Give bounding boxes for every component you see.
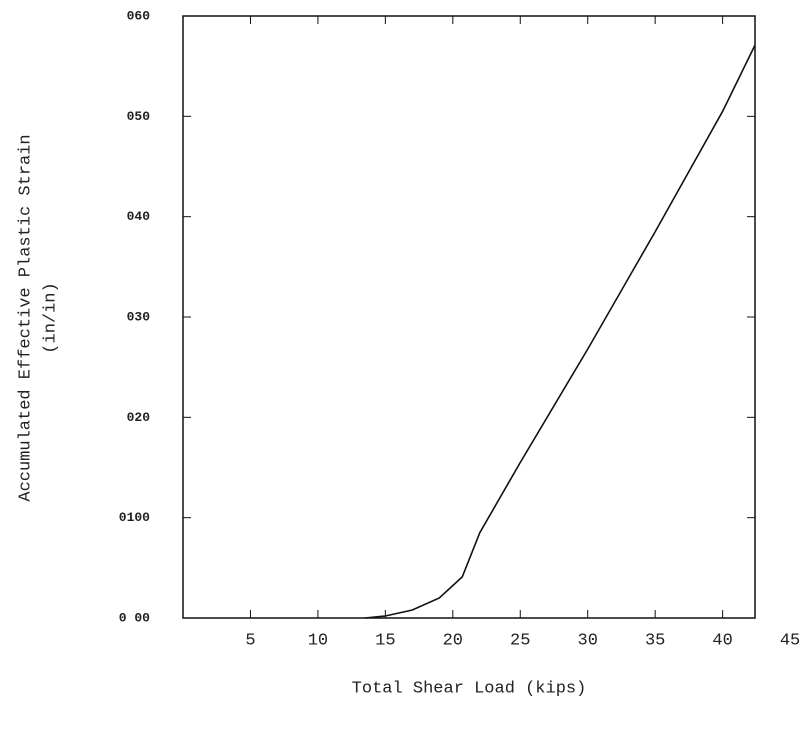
y-axis-label: Accumulated Effective Plastic Strain [16, 134, 35, 501]
x-tick-label: 40 [712, 631, 732, 650]
y-tick-label: 0 00 [119, 610, 150, 625]
x-tick-label: 15 [375, 631, 395, 650]
y-tick-label: 030 [127, 309, 151, 324]
x-tick-label: 30 [578, 631, 598, 650]
x-tick-label: 25 [510, 631, 530, 650]
y-tick-label: 050 [127, 109, 151, 124]
x-tick-label: 45 [780, 631, 800, 650]
x-tick-label: 5 [245, 631, 255, 650]
x-axis-label: Total Shear Load (kips) [352, 679, 587, 698]
y-tick-label: 0100 [119, 510, 150, 525]
x-tick-label: 10 [308, 631, 328, 650]
x-tick-label: 35 [645, 631, 665, 650]
line-series [365, 44, 756, 619]
y-axis-label: (in/in) [41, 282, 60, 353]
y-tick-label: 060 [127, 8, 151, 23]
x-tick-label: 20 [443, 631, 463, 650]
y-tick-label: 040 [127, 209, 151, 224]
plot-frame [182, 15, 756, 619]
y-tick-label: 020 [127, 410, 151, 425]
